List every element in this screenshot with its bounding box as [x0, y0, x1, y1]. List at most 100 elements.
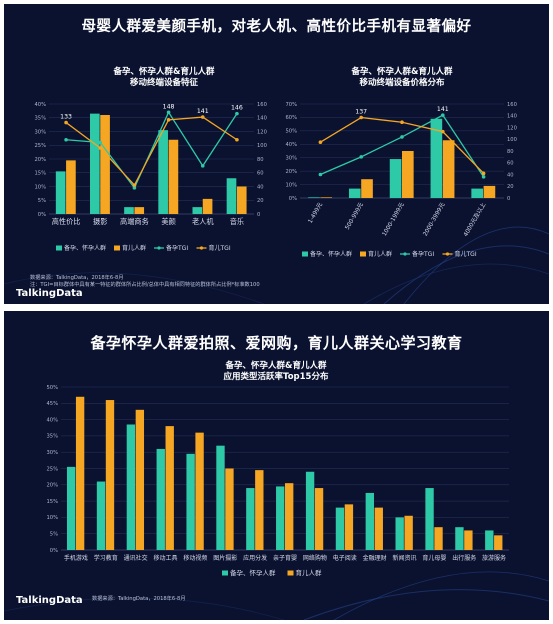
x-category-label: 摄影 — [93, 217, 107, 226]
tgi-point — [359, 155, 364, 159]
bar-pregnancy — [192, 207, 203, 214]
bar-pregnancy — [90, 113, 100, 214]
legend-label: 育儿人群 — [296, 568, 323, 577]
x-category-label: 1-499元 — [307, 201, 324, 224]
bar-pregnancy — [395, 517, 404, 550]
bar-pregnancy — [156, 448, 165, 550]
y2-tick-label: 120 — [257, 129, 267, 135]
bar-parenting — [75, 396, 85, 550]
chart1-title-line1: 备孕、怀孕人群&育儿人群 — [113, 67, 215, 77]
tgi-point — [318, 140, 323, 144]
tgi-point — [400, 135, 404, 139]
bar-parenting — [314, 488, 324, 550]
legend-label: 备孕、怀孕人群 — [310, 250, 352, 258]
data-label: 141 — [197, 108, 209, 115]
y2-tick-label: 120 — [507, 125, 517, 131]
y2-tick-label: 160 — [507, 102, 517, 108]
bar-parenting — [464, 530, 473, 550]
bar-pregnancy — [55, 171, 66, 214]
tgi-point — [235, 137, 239, 142]
bar-parenting — [135, 409, 145, 550]
x-category-label: 1000-1999元 — [381, 201, 406, 237]
x-category-label: 旅游服务 — [482, 554, 506, 562]
tgi-point — [481, 175, 486, 179]
x-category-label: 应用分发 — [243, 554, 267, 562]
bar-pregnancy — [485, 530, 494, 550]
y-tick-label: 25% — [34, 143, 46, 149]
chart2-title: 备孕、怀孕人群&育儿人群 移动终端设备价格分布 — [322, 67, 482, 89]
bar-parenting — [404, 515, 413, 550]
x-category-label: 网络购物 — [303, 554, 327, 562]
y2-tick-label: 80 — [507, 149, 514, 155]
slide-app-activity: 备孕怀孕人群爱拍照、爱网购，育儿人群关心学习教育 备孕、怀孕人群&育儿人群 应用… — [4, 311, 549, 620]
legend-swatch — [445, 252, 450, 256]
tgi-line-parenting — [65, 116, 238, 187]
legend-label: 备孕TGI — [412, 250, 434, 258]
decorative-swirl-lines — [4, 226, 549, 304]
x-category-label: 出行服务 — [452, 554, 476, 562]
bar-parenting — [202, 198, 213, 214]
y-tick-label: 40% — [285, 142, 297, 148]
bar-pregnancy — [308, 197, 320, 198]
tgi-point — [441, 113, 445, 117]
y-tick-label: 45% — [46, 401, 58, 407]
bar-pregnancy — [305, 471, 315, 550]
bar-parenting — [195, 432, 204, 550]
bar-parenting — [168, 139, 179, 214]
tgi-point — [98, 140, 103, 145]
x-category-label: 高端商务 — [120, 217, 149, 226]
bar-pregnancy — [124, 207, 134, 214]
chart3-title-line2: 应用类型活跃率Top15分布 — [223, 372, 329, 382]
bar-pregnancy — [226, 178, 237, 214]
bar-parenting — [66, 160, 76, 214]
data-label: 137 — [355, 109, 367, 116]
y-tick-label: 35% — [46, 434, 58, 440]
bar-pregnancy — [96, 481, 106, 550]
tgi-point — [166, 110, 171, 115]
tgi-point — [132, 186, 137, 190]
tgi-point — [64, 137, 68, 142]
bar-parenting — [374, 507, 383, 550]
bar-parenting — [442, 140, 455, 198]
x-category-label: 移动视频 — [183, 554, 207, 562]
x-category-label: 学习教育 — [94, 554, 118, 562]
x-category-label: 老人机 — [192, 217, 214, 226]
bar-parenting — [344, 504, 354, 550]
y-tick-label: 15% — [34, 171, 46, 177]
x-category-label: 育儿母婴 — [422, 554, 446, 562]
x-category-label: 电子阅读 — [333, 554, 357, 562]
y2-tick-label: 100 — [507, 137, 517, 143]
data-label: 148 — [163, 103, 175, 110]
bar-pregnancy — [348, 188, 361, 198]
chart1-title-line2: 移动终端设备特征 — [129, 78, 198, 88]
tgi-line-pregnancy — [66, 110, 238, 190]
legend-swatch — [56, 245, 62, 251]
y-tick-label: 35% — [34, 116, 46, 122]
y-tick-label: 40% — [46, 417, 58, 423]
slide1-headline: 母婴人群爱美颜手机，对老人机、高性价比手机有显著偏好 — [81, 19, 472, 35]
bar-pregnancy — [335, 507, 345, 550]
bar-parenting — [165, 426, 174, 550]
y-tick-label: 30% — [285, 156, 297, 162]
bar-parenting — [285, 483, 294, 550]
chart-device-price: 0% 10% 20% 30% 40% 50% 60% 70% 0 20 40 60 80 100 120 14… — [285, 102, 517, 258]
x-category-label: 高性价比 — [52, 217, 81, 226]
y2-tick-label: 40 — [257, 184, 264, 190]
y-tick-label: 5% — [50, 532, 58, 538]
legend-swatch — [287, 570, 294, 576]
y2-tick-label: 140 — [507, 114, 517, 120]
x-category-label: 2000-3999元 — [422, 201, 447, 237]
bar-parenting — [100, 115, 110, 214]
legend-label: 育儿TGI — [209, 244, 231, 252]
bar-pregnancy — [365, 492, 374, 550]
legend-swatch — [302, 251, 308, 257]
legend-label: 备孕TGI — [166, 244, 188, 252]
y-tick-label: 0% — [38, 212, 46, 218]
legend-label: 育儿TGI — [455, 250, 477, 258]
y2-tick-label: 20 — [507, 184, 514, 190]
bar-parenting — [134, 207, 145, 214]
tgi-point — [64, 120, 68, 125]
bar-parenting — [255, 470, 264, 550]
y-tick-label: 10% — [285, 182, 297, 188]
x-category-label: 通讯社交 — [124, 554, 148, 562]
